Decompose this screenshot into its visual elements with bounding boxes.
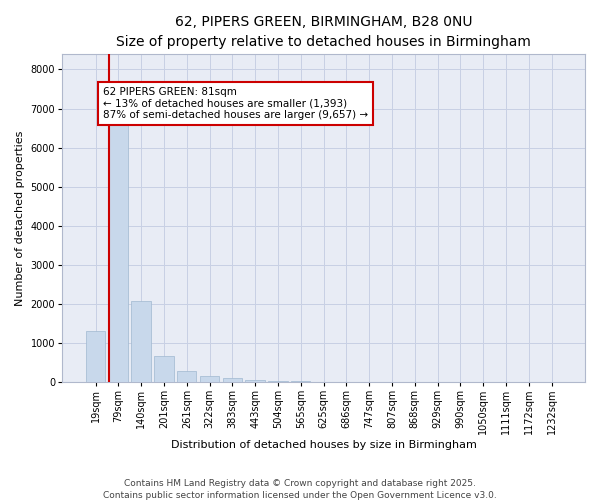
- Y-axis label: Number of detached properties: Number of detached properties: [15, 130, 25, 306]
- Title: 62, PIPERS GREEN, BIRMINGHAM, B28 0NU
Size of property relative to detached hous: 62, PIPERS GREEN, BIRMINGHAM, B28 0NU Si…: [116, 15, 531, 48]
- Bar: [245, 380, 265, 382]
- Bar: [268, 381, 287, 382]
- Bar: [291, 381, 310, 382]
- X-axis label: Distribution of detached houses by size in Birmingham: Distribution of detached houses by size …: [170, 440, 476, 450]
- Bar: [154, 356, 173, 382]
- Bar: [109, 124, 128, 382]
- Bar: [86, 331, 105, 382]
- Text: Contains HM Land Registry data © Crown copyright and database right 2025.
Contai: Contains HM Land Registry data © Crown c…: [103, 478, 497, 500]
- Text: 62 PIPERS GREEN: 81sqm
← 13% of detached houses are smaller (1,393)
87% of semi-: 62 PIPERS GREEN: 81sqm ← 13% of detached…: [103, 87, 368, 120]
- Bar: [200, 376, 219, 382]
- Bar: [177, 370, 196, 382]
- Bar: [223, 378, 242, 382]
- Bar: [131, 300, 151, 382]
